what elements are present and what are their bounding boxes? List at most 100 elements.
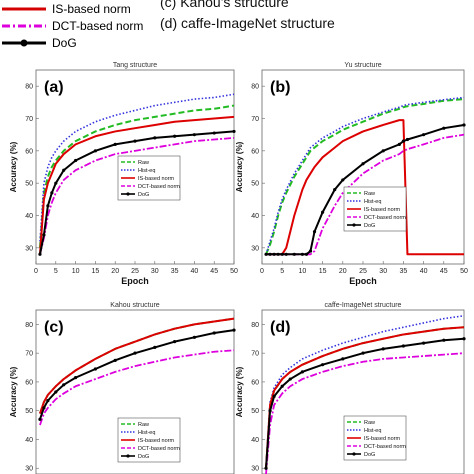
data-point (405, 137, 410, 142)
data-point (308, 249, 313, 253)
legend-marker (126, 192, 130, 196)
x-tick-label: 35 (171, 268, 179, 275)
data-point (93, 367, 97, 371)
y-tick-label: 30 (251, 466, 259, 473)
x-tick-label: 25 (131, 268, 139, 275)
y-axis-label: Accuracy (%) (235, 141, 244, 192)
series-line (265, 337, 465, 469)
data-point (46, 399, 50, 403)
x-axis-label: Epoch (121, 276, 149, 286)
data-point (113, 358, 117, 362)
data-point (381, 149, 385, 153)
top-legend-label: DCT-based norm (52, 19, 144, 33)
series-line (39, 349, 235, 426)
data-point (264, 252, 268, 256)
chart-title: Tang structure (113, 62, 157, 69)
panel-label: (d) (270, 319, 290, 336)
data-point (442, 126, 446, 130)
x-tick-label: 30 (151, 268, 159, 275)
y-tick-label: 60 (25, 148, 33, 155)
data-point (268, 252, 272, 256)
data-point (422, 133, 426, 137)
x-tick-label: 50 (460, 268, 468, 275)
y-tick-label: 60 (251, 148, 259, 155)
chart-panel-1: Tang structure 30 40 50 60 70 80 0 5 10 15 20 25 30 35… (9, 62, 238, 286)
y-tick-label: 80 (25, 322, 33, 329)
y-tick-label: 50 (25, 181, 33, 188)
y-tick-label: 40 (251, 437, 259, 444)
y-tick-label: 60 (251, 379, 259, 386)
chart-legend: Raw Hist-eq IS-based norm DCT-based norm DoG (117, 417, 181, 463)
data-point (284, 252, 288, 256)
data-point (288, 377, 292, 381)
x-tick-label: 35 (400, 268, 408, 275)
legend-entry: Raw (138, 422, 149, 428)
legend-entry: DCT-based norm (138, 184, 180, 190)
data-point (42, 233, 46, 237)
series-line (39, 93, 235, 242)
legend-entry: DCT-based norm (138, 446, 180, 452)
legend-entry: Hist-eq (364, 199, 381, 205)
series-line (39, 137, 235, 255)
x-tick-label: 15 (319, 268, 327, 275)
series-line (39, 317, 235, 414)
legend-entry: Raw (364, 420, 375, 426)
chart-panel-2: Yu structure 30 40 50 60 70 80 0 5 10 15 20 25 30 35 40… (235, 62, 468, 286)
legend-entry: IS-based norm (138, 438, 174, 444)
data-point (462, 123, 466, 127)
data-point (232, 328, 236, 332)
legend-entry: IS-based norm (364, 207, 400, 213)
data-point (292, 252, 296, 256)
data-point (74, 158, 78, 163)
data-point (333, 188, 337, 192)
series-line (265, 314, 465, 466)
data-point (300, 252, 304, 256)
x-tick-label: 15 (92, 268, 100, 275)
y-tick-label: 70 (251, 351, 259, 358)
series-line (265, 326, 465, 469)
legend-swatch-is-norm (2, 7, 46, 11)
data-point (62, 168, 66, 172)
data-point (212, 331, 216, 335)
data-point (232, 129, 236, 134)
x-tick-label: 45 (440, 268, 448, 275)
y-axis-label: Accuracy (%) (9, 141, 18, 192)
y-tick-label: 70 (25, 116, 33, 123)
data-point (361, 162, 365, 166)
y-tick-label: 30 (25, 466, 33, 473)
data-point (341, 357, 345, 361)
chart-legend: Raw Hist-eq IS-based norm DCT-based norm DoG (343, 186, 407, 232)
data-point (153, 345, 157, 350)
y-tick-label: 50 (251, 181, 259, 188)
data-point (93, 149, 97, 153)
y-tick-label: 80 (251, 322, 259, 329)
series-line (265, 98, 465, 255)
data-point (304, 252, 309, 256)
data-point (133, 351, 137, 355)
chart-title: Kahou structure (110, 302, 160, 309)
legend-swatch-dog (2, 39, 46, 47)
chart-legend: Raw Hist-eq IS-based norm DCT-based norm DoG (343, 415, 407, 461)
chart-legend: Raw Hist-eq IS-based norm DCT-based norm DoG (117, 155, 181, 201)
legend-entry: DoG (364, 223, 375, 229)
data-point (272, 394, 276, 398)
panel-label: (c) (44, 319, 64, 336)
data-point (264, 466, 268, 470)
data-point (381, 347, 385, 351)
y-tick-label: 60 (25, 379, 33, 386)
x-tick-label: 30 (379, 268, 387, 275)
legend-entry: DoG (138, 192, 149, 198)
data-point (173, 134, 177, 138)
y-tick-label: 80 (251, 84, 259, 91)
data-point (153, 136, 157, 140)
data-point (397, 142, 401, 146)
data-point (50, 191, 54, 195)
chart-title: Yu structure (344, 62, 381, 69)
data-point (312, 230, 317, 234)
plot-frame (261, 69, 465, 265)
legend-entry: Hist-eq (138, 168, 155, 174)
panel-label: (b) (270, 79, 290, 96)
series-line (39, 329, 235, 420)
data-point (38, 417, 42, 421)
